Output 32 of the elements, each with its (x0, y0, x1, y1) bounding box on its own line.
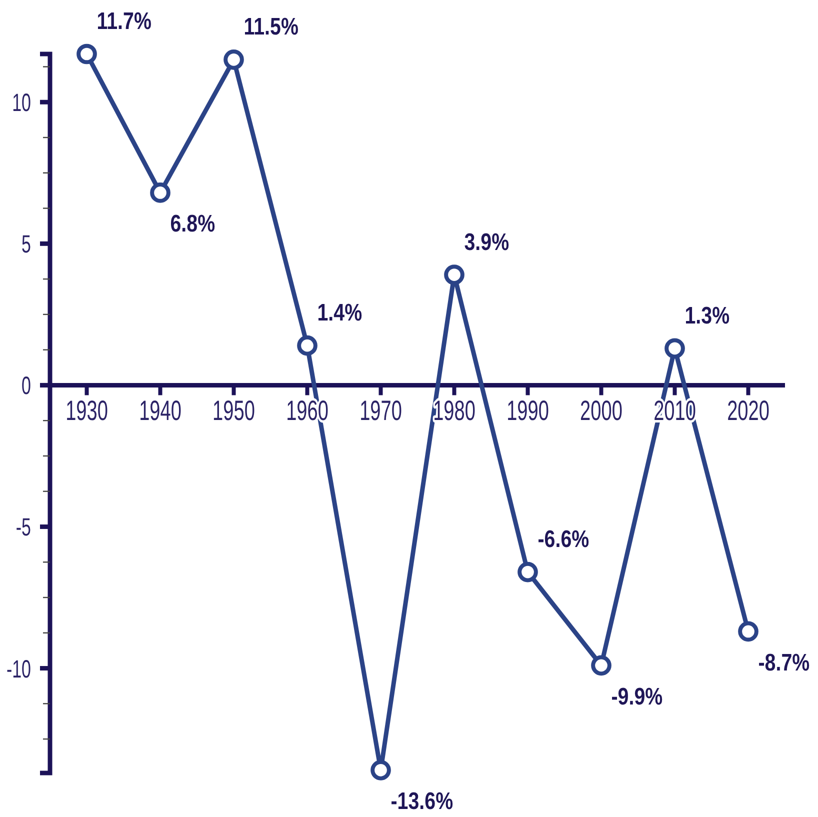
x-tick-label: 1970 (360, 396, 402, 428)
y-tick-label: 5 (22, 230, 31, 259)
y-tick-label: -10 (6, 655, 32, 684)
point (664, 338, 685, 359)
point (591, 655, 612, 676)
point (150, 182, 170, 203)
data-label: 11.7% (96, 7, 152, 34)
x-tick-label: 2000 (580, 396, 622, 428)
data-label: -13.6% (390, 787, 454, 815)
point (224, 50, 244, 70)
point (738, 621, 758, 642)
data-label: 6.8% (170, 210, 216, 238)
x-tick-label: 1940 (139, 396, 182, 428)
data-label: -8.7% (758, 648, 810, 676)
point (518, 562, 538, 582)
x-tick-label: 1950 (212, 396, 255, 428)
point (444, 264, 464, 285)
data-label: -6.6% (538, 525, 590, 552)
point (297, 335, 318, 356)
y-tick-label: 0 (22, 372, 32, 400)
data-label: 11.5% (244, 12, 298, 40)
x-tick-label: 2020 (727, 396, 770, 428)
x-tick-label: 1990 (506, 396, 549, 428)
point (370, 760, 391, 780)
data-label: 3.9% (464, 228, 510, 256)
data-label: 1.4% (317, 298, 362, 326)
data-label: -9.9% (611, 682, 663, 710)
y-tick-label: 10 (12, 88, 32, 117)
x-tick-label: 1930 (66, 396, 108, 428)
data-label: 1.3% (684, 302, 730, 329)
y-tick-label: -5 (16, 514, 31, 542)
point (76, 44, 97, 64)
